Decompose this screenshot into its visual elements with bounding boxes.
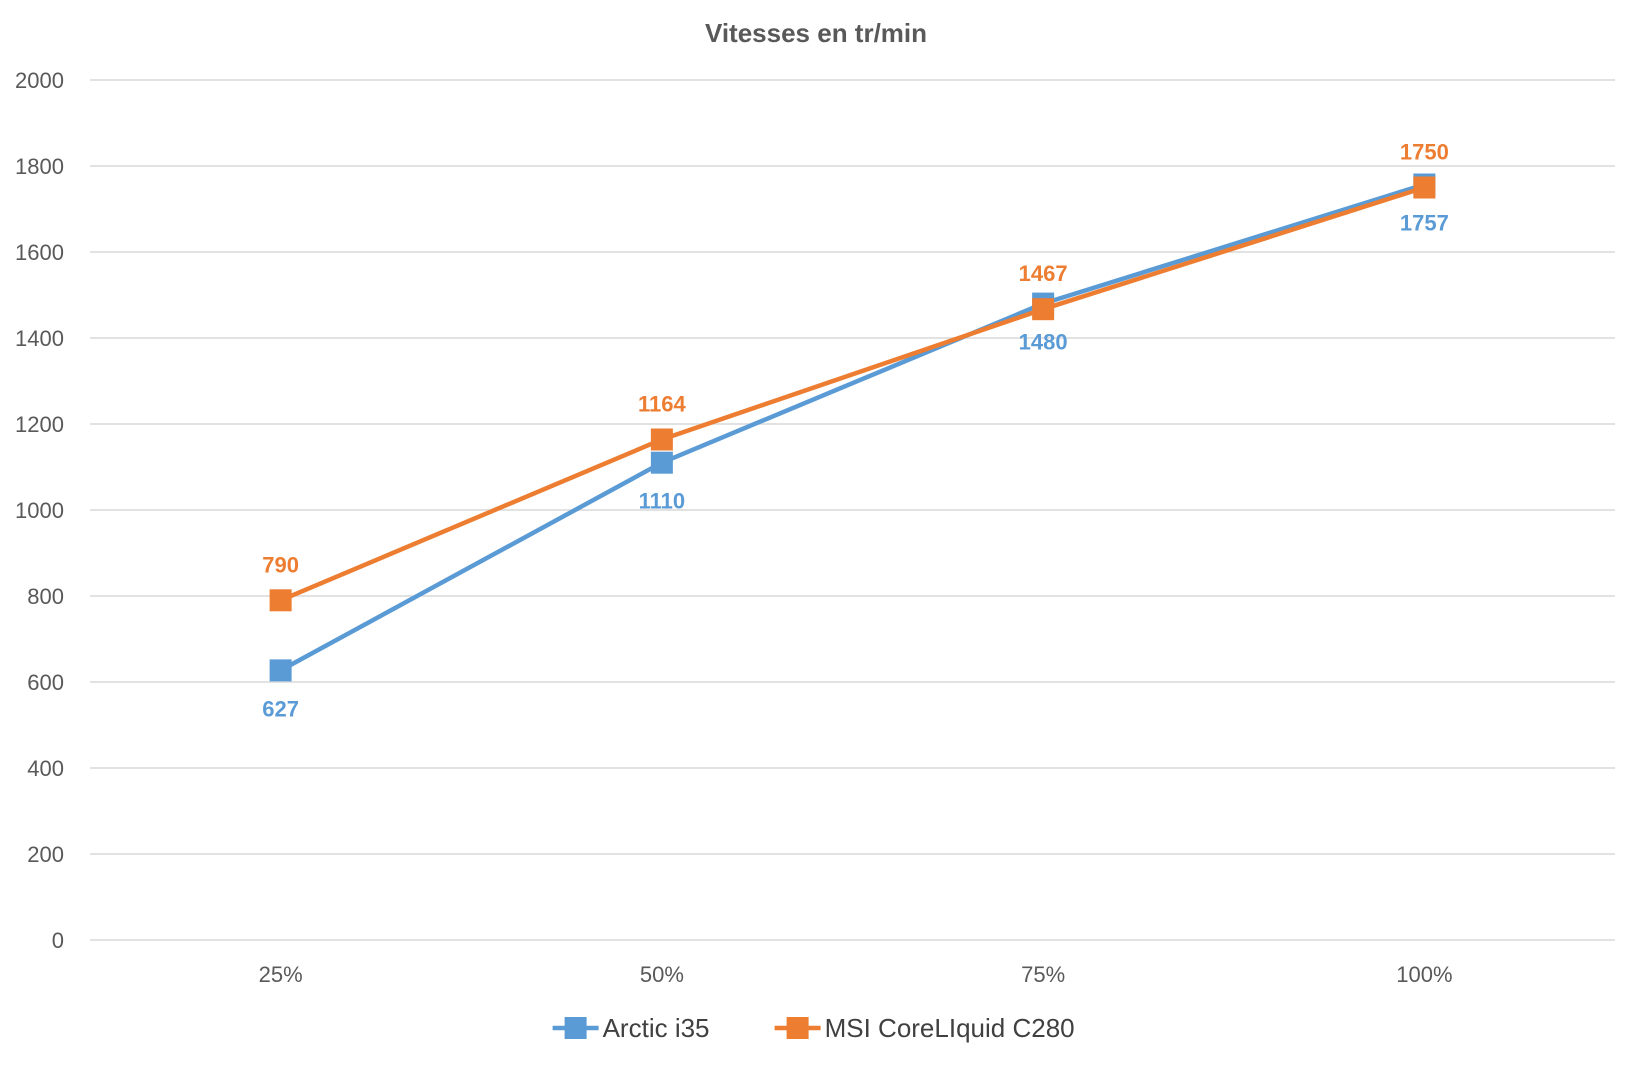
data-label: 1164 — [638, 391, 686, 416]
data-point-marker — [1032, 298, 1055, 321]
legend: Arctic i35 MSI CoreLIquid C280 — [552, 1013, 1075, 1043]
y-tick-label: 400 — [27, 756, 64, 781]
series-line — [279, 185, 1426, 603]
series-1 — [269, 176, 1436, 612]
legend-marker-icon — [564, 1017, 587, 1039]
y-tick-label: 600 — [27, 670, 64, 695]
y-tick-label: 800 — [27, 584, 64, 609]
y-tick-label: 2000 — [15, 68, 64, 93]
x-tick-label: 50% — [640, 962, 684, 987]
y-tick-label: 1200 — [15, 412, 64, 437]
y-tick-label: 1600 — [15, 240, 64, 265]
y-tick-label: 1000 — [15, 498, 64, 523]
data-label: 627 — [262, 696, 299, 721]
y-tick-label: 200 — [27, 842, 64, 867]
legend-item-0: Arctic i35 — [552, 1013, 710, 1043]
x-tick-label: 25% — [259, 962, 303, 987]
y-tick-label: 1800 — [15, 154, 64, 179]
y-tick-label: 1400 — [15, 326, 64, 351]
data-labels: 627 1110 1480 1757 790 1164 1467 1750 — [262, 140, 1449, 722]
y-tick-label: 0 — [52, 928, 64, 953]
gridlines — [90, 79, 1615, 941]
legend-label: MSI CoreLIquid C280 — [825, 1013, 1075, 1043]
x-tick-label: 75% — [1021, 962, 1065, 987]
data-label: 790 — [262, 552, 299, 577]
data-label: 1467 — [1019, 261, 1068, 286]
data-point-marker — [650, 451, 673, 474]
data-point-marker — [650, 428, 673, 451]
data-label: 1480 — [1019, 330, 1068, 355]
data-label: 1757 — [1400, 210, 1449, 235]
data-point-marker — [1413, 176, 1436, 199]
data-label: 1110 — [639, 489, 686, 514]
x-axis-tick-labels: 25% 50% 75% 100% — [259, 962, 1453, 987]
data-label: 1750 — [1400, 140, 1449, 165]
legend-marker-icon — [786, 1017, 809, 1039]
legend-item-1: MSI CoreLIquid C280 — [774, 1013, 1075, 1043]
series-lines — [269, 173, 1436, 682]
data-point-marker — [269, 659, 292, 682]
series-line — [279, 182, 1426, 673]
y-axis-tick-labels: 0 200 400 600 800 1000 1200 1400 1600 1800 2000 — [15, 68, 64, 953]
chart-title: Vitesses en tr/min — [705, 18, 927, 48]
legend-label: Arctic i35 — [603, 1013, 710, 1043]
data-point-marker — [269, 589, 292, 612]
x-tick-label: 100% — [1396, 962, 1452, 987]
